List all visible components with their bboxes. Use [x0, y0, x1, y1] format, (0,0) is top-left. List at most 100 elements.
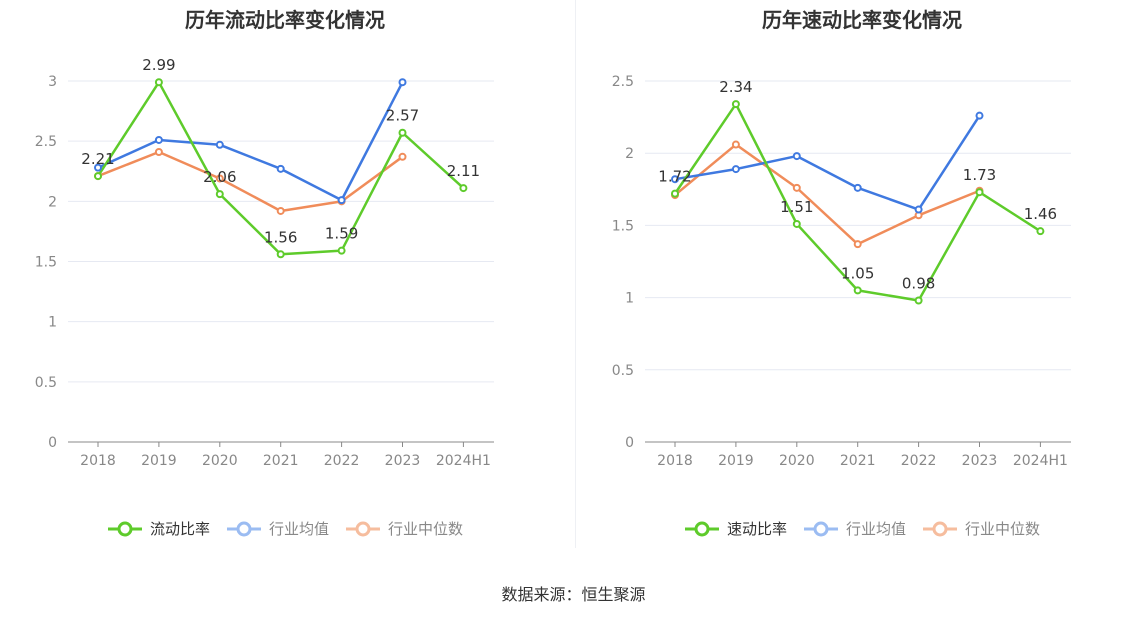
data-label: 1.72 — [658, 168, 691, 186]
data-label: 2.34 — [719, 78, 752, 96]
y-tick-label: 0 — [48, 435, 57, 451]
data-point — [731, 100, 740, 109]
data-point — [914, 296, 923, 305]
legend-line-icon — [346, 521, 380, 536]
data-point — [215, 190, 224, 199]
data-point — [398, 152, 407, 161]
data-point — [975, 111, 984, 120]
x-tick-label: 2019 — [718, 453, 754, 469]
data-point — [914, 205, 923, 214]
data-label: 0.98 — [902, 274, 935, 292]
chart-title: 历年速动比率变化情况 — [762, 8, 962, 32]
data-label: 2.11 — [447, 162, 480, 180]
data-point — [731, 165, 740, 174]
legend-line-icon — [803, 521, 838, 536]
data-point — [853, 183, 862, 192]
series-line — [97, 150, 404, 213]
data-point — [671, 175, 679, 184]
y-tick-label: 1.5 — [612, 218, 634, 234]
data-point — [731, 140, 740, 149]
data-source-note: 数据来源：恒生聚源 — [501, 585, 646, 604]
legend-item-industry-median[interactable]: 行业中位数 — [922, 518, 1040, 539]
y-tick-label: 0 — [625, 435, 634, 451]
data-point — [94, 163, 102, 172]
y-tick-label: 2 — [48, 194, 57, 210]
legend-label: 行业均值 — [845, 520, 906, 538]
x-tick-label: 2023 — [385, 453, 421, 469]
legend-label: 行业中位数 — [965, 520, 1041, 538]
data-point — [276, 250, 285, 259]
chart-title: 历年流动比率变化情况 — [185, 8, 385, 32]
legend-label: 流动比率 — [149, 520, 210, 538]
legend-line-icon — [684, 521, 719, 536]
x-tick-label: 2020 — [202, 453, 238, 469]
y-tick-label: 2.5 — [35, 134, 57, 150]
series-line — [674, 114, 981, 211]
x-tick-label: 2022 — [901, 453, 937, 469]
data-point — [337, 196, 346, 205]
legend-item-industry-mean[interactable]: 行业均值 — [226, 518, 329, 539]
panel-divider — [575, 0, 576, 548]
data-label: 1.51 — [780, 198, 813, 216]
data-label: 1.56 — [264, 228, 297, 246]
data-label: 2.06 — [203, 168, 236, 186]
data-point — [853, 286, 862, 295]
y-tick-label: 1.5 — [35, 255, 57, 271]
data-point — [215, 174, 224, 183]
y-tick-label: 0.5 — [35, 375, 57, 391]
legend-item-current-ratio[interactable]: 流动比率 — [107, 518, 210, 539]
quick-ratio-panel: 历年速动比率变化情况 0 0.5 1 1.5 2 2.5 2018 2019 2020 2021 2… — [577, 0, 1147, 560]
legend-label: 行业中位数 — [388, 520, 464, 538]
data-point — [459, 184, 468, 193]
data-point — [215, 140, 224, 149]
data-label: 1.59 — [325, 225, 358, 243]
legend-line-icon — [226, 521, 261, 536]
data-point — [853, 240, 862, 249]
data-point — [398, 128, 407, 137]
x-tick-label: 2023 — [962, 453, 998, 469]
legend-label: 行业均值 — [268, 520, 329, 538]
data-label: 2.21 — [81, 150, 114, 168]
legend-label: 速动比率 — [726, 520, 787, 538]
legend-item-industry-median[interactable]: 行业中位数 — [345, 518, 463, 539]
data-point — [154, 147, 163, 156]
legend-line-icon — [107, 521, 142, 536]
series-line — [97, 81, 404, 202]
data-point — [975, 188, 984, 197]
data-point — [154, 135, 163, 144]
y-tick-label: 1 — [48, 315, 57, 331]
x-tick-label: 2018 — [657, 453, 693, 469]
data-point — [276, 164, 285, 173]
y-tick-label: 3 — [48, 74, 57, 90]
data-point — [398, 78, 407, 87]
y-tick-label: 0.5 — [612, 363, 634, 379]
chart-legend: 速动比率 行业均值 行业中位数 — [577, 518, 1147, 539]
data-point — [94, 172, 102, 181]
data-label: 2.99 — [142, 56, 175, 74]
data-point — [792, 219, 801, 228]
current-ratio-panel: 历年流动比率变化情况 0 0.5 1 1.5 2 2.5 3 2018 2019 2020 2021… — [0, 0, 570, 560]
y-tick-label: 1 — [625, 291, 634, 307]
x-tick-label: 2022 — [324, 453, 360, 469]
data-point — [276, 206, 285, 215]
chart-legend: 流动比率 行业均值 行业中位数 — [0, 518, 570, 539]
data-label: 1.46 — [1024, 205, 1057, 223]
data-point — [792, 152, 801, 161]
data-point — [1036, 227, 1045, 236]
data-label: 1.05 — [841, 264, 874, 282]
data-point — [154, 78, 163, 87]
x-tick-label: 2021 — [840, 453, 876, 469]
legend-item-industry-mean[interactable]: 行业均值 — [803, 518, 906, 539]
data-point — [337, 246, 346, 255]
y-tick-label: 2 — [625, 146, 634, 162]
data-label: 1.73 — [963, 166, 996, 184]
x-tick-label: 2024H1 — [436, 453, 491, 469]
data-label: 2.57 — [386, 107, 419, 125]
x-tick-label: 2024H1 — [1013, 453, 1068, 469]
data-point — [792, 183, 801, 192]
quick-ratio-chart: 0 0.5 1 1.5 2 2.5 2018 2019 2020 2021 2022 2023 2024… — [612, 74, 1071, 469]
x-tick-label: 2020 — [779, 453, 815, 469]
x-tick-label: 2019 — [141, 453, 177, 469]
legend-item-quick-ratio[interactable]: 速动比率 — [684, 518, 787, 539]
legend-line-icon — [923, 521, 957, 536]
